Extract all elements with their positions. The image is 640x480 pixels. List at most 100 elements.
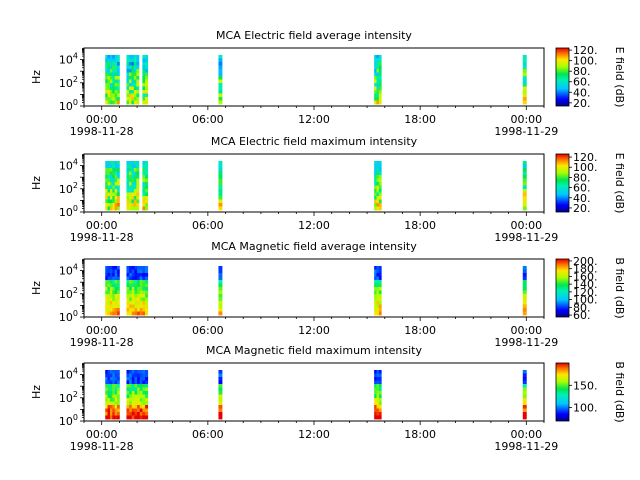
spectrogram-cell [134, 269, 138, 274]
spectrogram-cell [522, 93, 527, 98]
spectrogram-cell [107, 203, 111, 207]
spectrogram-cell [109, 376, 113, 381]
spectrogram-cell [133, 178, 137, 183]
colorbar-tick-label: 140. [573, 278, 598, 291]
spectrogram-cell [376, 192, 380, 197]
spectrogram-cell [133, 97, 137, 101]
spectrogram-cell [117, 192, 120, 197]
spectrogram-cell [137, 376, 141, 381]
spectrogram-cell [136, 79, 140, 84]
spectrogram-cell [137, 408, 141, 413]
spectrogram-cell [105, 86, 108, 91]
spectrogram-cell [137, 387, 141, 392]
spectrogram-cell [137, 394, 141, 399]
spectrogram-cell [374, 276, 377, 281]
spectrogram-cell [134, 308, 138, 312]
spectrogram-cell [134, 397, 138, 402]
spectrogram-cell [117, 174, 120, 179]
spectrogram-cell [134, 387, 138, 392]
spectrogram-cell [218, 265, 223, 270]
spectrogram-cell [107, 61, 111, 66]
spectrogram-cell [145, 65, 149, 70]
spectrogram-cell [378, 65, 382, 70]
spectrogram-cell [522, 380, 527, 385]
colorbar-tick-label: 180. [573, 263, 598, 276]
spectrogram-cell [145, 408, 149, 413]
spectrogram-cell [129, 279, 133, 284]
spectrogram-cell [114, 308, 118, 312]
spectrogram-cell [134, 394, 138, 399]
spectrogram-cell [131, 178, 135, 183]
x-tick-label: 00:00 [86, 324, 118, 337]
spectrogram-cell [374, 86, 377, 91]
spectrogram-cell [218, 72, 223, 77]
spectrogram-cell [133, 68, 137, 73]
colorbar-tick-label: 60. [573, 182, 591, 195]
spectrogram-cell [218, 75, 223, 80]
spectrogram-cell [218, 387, 223, 392]
plot-frame [83, 47, 545, 107]
spectrogram-cell [105, 397, 108, 402]
spectrogram-cell [376, 68, 380, 73]
spectrogram-cell [112, 283, 116, 288]
spectrogram-cell [114, 293, 118, 298]
spectrogram-cell [131, 279, 135, 284]
spectrogram-cell [131, 199, 135, 204]
spectrogram-cell [134, 380, 138, 385]
spectrogram-cell [128, 65, 132, 70]
spectrogram-cell [114, 373, 118, 378]
spectrogram-cell [114, 181, 118, 186]
spectrogram-cell [522, 311, 527, 316]
spectrogram-cell [145, 203, 149, 207]
spectrogram-cell [218, 290, 223, 295]
spectrogram-cell [142, 192, 146, 197]
spectrogram-cell [378, 54, 382, 59]
spectrogram-cell [145, 58, 149, 63]
spectrogram-cell [136, 90, 140, 94]
spectrogram-cell [145, 265, 149, 270]
spectrogram-cell [114, 54, 118, 59]
spectrogram-cell [136, 174, 140, 179]
spectrogram-cell [133, 82, 137, 87]
spectrogram-cell [376, 54, 380, 59]
spectrogram-cell [131, 290, 135, 295]
spectrogram-cell [117, 269, 120, 274]
spectrogram-cell [109, 290, 113, 295]
spectrogram-cell [126, 290, 130, 295]
spectrogram-cell [134, 369, 138, 374]
spectrogram-segment [126, 160, 140, 211]
spectrogram-cell [129, 297, 133, 302]
spectrogram-cell [112, 188, 116, 193]
spectrogram-cell [145, 376, 149, 381]
spectrogram-cell [378, 196, 382, 200]
spectrogram-cell [378, 272, 382, 277]
spectrogram-cell [131, 61, 135, 66]
spectrogram-cell [522, 397, 527, 402]
spectrogram-cell [145, 75, 149, 80]
spectrogram-cell [142, 265, 146, 270]
spectrogram-cell [378, 199, 382, 204]
spectrogram-cell [378, 383, 382, 388]
spectrogram-cell [522, 199, 527, 204]
spectrogram-cell [109, 415, 113, 420]
chart-title: MCA Magnetic field maximum intensity [206, 344, 422, 357]
y-tick-label: 104 [59, 367, 78, 382]
spectrogram-cell [142, 301, 146, 305]
spectrogram-segment [522, 160, 527, 211]
spectrogram-cell [117, 408, 120, 413]
spectrogram-cell [126, 308, 130, 312]
spectrogram-cell [376, 311, 380, 316]
spectrogram-cell [145, 415, 149, 420]
spectrogram-cell [105, 160, 108, 165]
spectrogram-cell [117, 72, 120, 77]
spectrogram-cell [112, 401, 116, 406]
spectrogram-cell [107, 412, 111, 416]
spectrogram-cell [131, 286, 135, 291]
spectrogram-cell [218, 174, 223, 179]
spectrogram-cell [114, 206, 118, 211]
spectrogram-cell [218, 405, 223, 409]
spectrogram-cell [133, 167, 137, 172]
y-tick-label: 100 [59, 309, 78, 324]
spectrogram-cell [142, 90, 146, 94]
spectrogram-cell [139, 369, 143, 374]
